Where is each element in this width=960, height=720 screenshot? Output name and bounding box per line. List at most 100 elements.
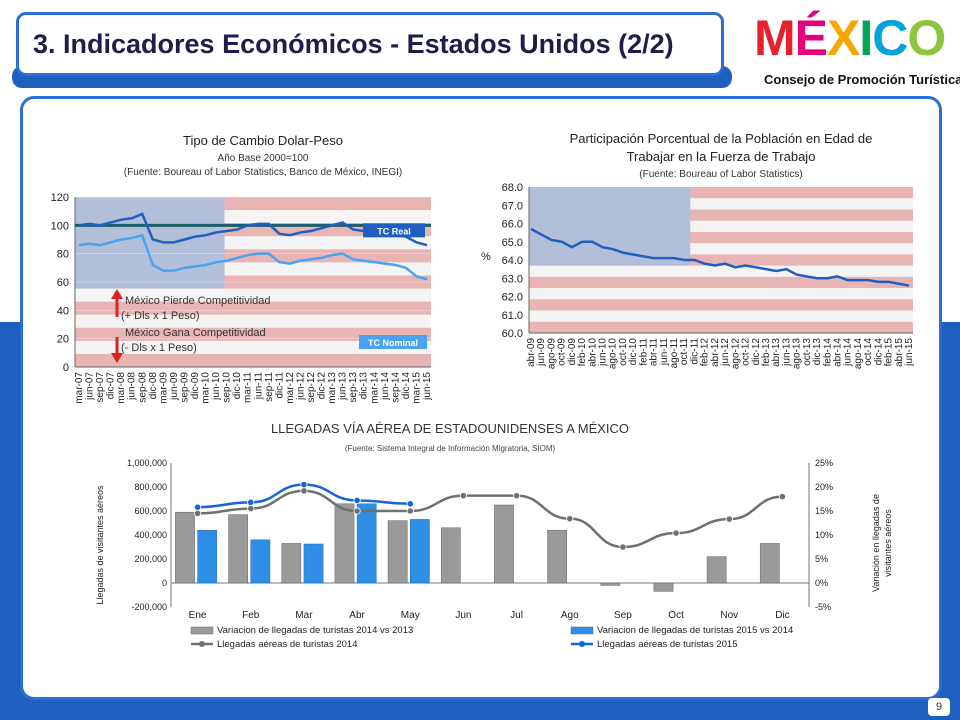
y-tick-label: 800,000: [134, 482, 167, 492]
flag-stripe: [529, 321, 913, 334]
y-axis-label: %: [481, 251, 491, 263]
x-tick-label: mar-07: [74, 372, 85, 404]
x-tick-label: feb-12: [700, 338, 711, 367]
x-tick-label: ago-10: [608, 338, 619, 370]
x-tick-label: mar-12: [285, 372, 296, 404]
chart-source: (Fuente: Sistema Integral de Información…: [345, 444, 556, 453]
bar-2014: [494, 504, 514, 584]
annotation-text: México Pierde Competitividad: [125, 295, 271, 307]
y-axis-label: Llegadas de visitantes aéreos: [95, 485, 105, 605]
point-2015: [247, 498, 255, 506]
logo-letter: X: [827, 10, 860, 66]
x-tick-label: jun-10: [211, 372, 222, 401]
x-tick-label: sep-10: [222, 372, 233, 403]
y-tick-label: 65.0: [502, 237, 523, 249]
x-tick-label: jun-13: [338, 372, 349, 401]
x-tick-label: ago-13: [792, 338, 803, 370]
series-line: [530, 227, 910, 287]
bar-2015: [303, 543, 324, 584]
logo-wordmark: MÉXICO: [754, 8, 946, 68]
x-tick-label: feb-11: [638, 338, 649, 366]
x-tick-label: abr-13: [771, 338, 782, 367]
flag-stripe: [75, 301, 431, 316]
bar-2014: [175, 511, 195, 584]
point-2015: [353, 496, 361, 505]
series-label-tc-real: TC Real: [377, 226, 411, 236]
title-box: 3. Indicadores Económicos - Estados Unid…: [16, 12, 724, 76]
x-tick-label: oct-09: [557, 338, 568, 366]
x-tick-label: jun-09: [536, 338, 547, 367]
x-tick-label: jun-08: [127, 372, 138, 401]
x-tick-label: jun-09: [169, 372, 180, 401]
chart-title: LLEGADAS VÍA AÉREA DE ESTADOUNIDENSES A …: [271, 421, 629, 436]
x-tick-label: Oct: [668, 610, 684, 621]
x-tick-label: oct-14: [863, 338, 874, 366]
legend-marker: [579, 641, 585, 647]
point-2014: [459, 492, 468, 500]
x-tick-label: dic-09: [567, 338, 578, 366]
x-tick-label: jun-12: [720, 338, 731, 367]
x-tick-label: Sep: [614, 610, 632, 621]
y-tick-label: 60.0: [502, 328, 523, 340]
x-tick-label: Feb: [242, 610, 260, 621]
x-tick-label: jun-13: [781, 338, 792, 367]
x-tick-label: dic-11: [689, 338, 700, 365]
chart-title: Tipo de Cambio Dolar-Peso: [183, 133, 343, 148]
flag-stripe: [529, 243, 913, 255]
x-tick-label: Nov: [720, 610, 738, 621]
x-tick-label: sep-13: [348, 372, 359, 403]
x-tick-label: sep-08: [137, 372, 148, 403]
y2-tick-label: 0%: [815, 578, 828, 588]
chart-title-line: Participación Porcentual de la Población…: [570, 131, 873, 146]
x-tick-label: mar-15: [411, 372, 422, 404]
x-tick-label: Dic: [775, 610, 789, 621]
series-line-tc-nominal: [78, 233, 428, 281]
y2-tick-label: 5%: [815, 554, 828, 564]
flag-stripe: [75, 353, 431, 368]
logo-letter: O: [907, 10, 946, 66]
x-tick-label: sep-07: [95, 372, 106, 403]
logo-letter: É: [794, 10, 828, 66]
line-2014: [197, 489, 783, 549]
point-2015: [300, 481, 308, 489]
bar-2014: [228, 514, 248, 584]
x-tick-label: sep-12: [306, 372, 317, 403]
x-tick-label: sep-14: [390, 372, 401, 403]
x-tick-label: jun-14: [380, 372, 391, 401]
x-tick-label: Mar: [295, 610, 313, 621]
bar-2014: [440, 527, 461, 584]
x-tick-label: dic-10: [628, 338, 639, 366]
y-tick-label: 67.0: [502, 200, 523, 212]
bar-2015: [356, 503, 377, 584]
annotation-text: (- Dls x 1 Peso): [121, 342, 197, 354]
x-tick-label: jun-15: [904, 338, 915, 367]
y-tick-label: 62.0: [502, 292, 523, 304]
y-tick-label: 100: [51, 220, 69, 232]
y-tick-label: 61.0: [502, 310, 523, 322]
y-tick-label: 0: [162, 578, 167, 588]
point-2015: [406, 500, 414, 508]
y2-tick-label: 25%: [815, 458, 833, 468]
point-2014: [406, 507, 414, 515]
series-label-tc-nominal: TC Nominal: [368, 338, 418, 348]
x-tick-label: abr-14: [832, 338, 843, 367]
x-tick-label: ago-12: [730, 338, 741, 370]
x-tick-label: dic-09: [190, 372, 201, 400]
y2-tick-label: 15%: [815, 506, 833, 516]
x-tick-label: jun-10: [598, 338, 609, 367]
series-label-box: [363, 223, 425, 238]
logo-letter: M: [754, 10, 796, 66]
bar-2014: [387, 520, 408, 584]
logo-subtitle: Consejo de Promoción Turística: [764, 72, 960, 87]
x-tick-label: abr-10: [587, 338, 598, 367]
x-tick-label: dic-13: [812, 338, 823, 366]
arrow-up-head: [111, 289, 123, 299]
x-tick-label: abr-11: [649, 338, 660, 367]
flag-stripe: [529, 220, 913, 233]
flag-canton: [529, 187, 691, 266]
x-tick-label: dic-12: [751, 338, 762, 366]
x-tick-label: feb-15: [884, 338, 895, 367]
x-tick-label: oct-13: [802, 338, 813, 366]
legend-label: Variacion de llegadas de turistas 2014 v…: [217, 625, 413, 636]
bar-2014: [281, 543, 302, 584]
